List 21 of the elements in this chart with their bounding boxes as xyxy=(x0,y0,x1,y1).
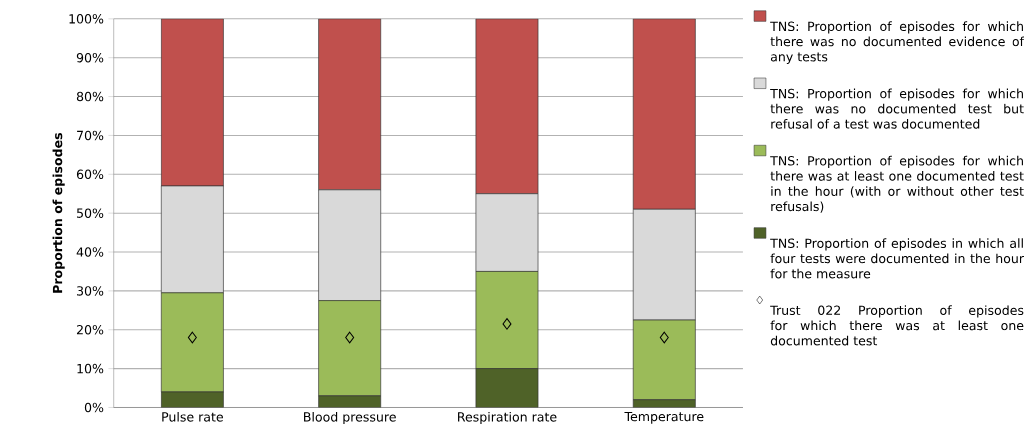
y-tick-label: 20% xyxy=(76,324,104,335)
y-tick-label: 10% xyxy=(77,363,104,374)
y-tick-label: 70% xyxy=(77,130,104,141)
legend-label: TNS: Proportion of episodes for which there was no documented evidence of any tests xyxy=(770,21,1024,64)
legend-label: TNS: Proportion of episodes in which all four tests were documented in the hour for the measure xyxy=(770,238,1024,279)
y-axis-title: Proportion of episodes xyxy=(52,132,65,293)
x-tick-label: Pulse rate xyxy=(162,411,223,422)
y-tick-label: 60% xyxy=(76,169,104,179)
y-tick-label: 30% xyxy=(77,286,104,296)
x-tick-label: Blood pressure xyxy=(304,411,396,424)
y-tick-label: 0% xyxy=(84,402,104,413)
y-tick-label: 40% xyxy=(76,247,104,257)
legend-label: TNS: Proportion of episodes for which there was no documented test but refusal of a test was documented xyxy=(770,88,1024,129)
y-tick-label: 80% xyxy=(76,91,104,102)
y-tick-label: 90% xyxy=(76,52,104,63)
y-tick-label: 100% xyxy=(69,13,104,24)
y-tick-label: 50% xyxy=(77,208,104,218)
x-tick-label: Respiration rate xyxy=(458,411,557,424)
x-tick-label: Temperature xyxy=(624,411,704,424)
legend-label: TNS: Proportion of episodes for which there was at least one documented test in the hour (with or without other test refusals) xyxy=(770,155,1024,213)
legend-label: Trust 022 Proportion of episodes for which there was at least one documented test xyxy=(770,305,1024,346)
